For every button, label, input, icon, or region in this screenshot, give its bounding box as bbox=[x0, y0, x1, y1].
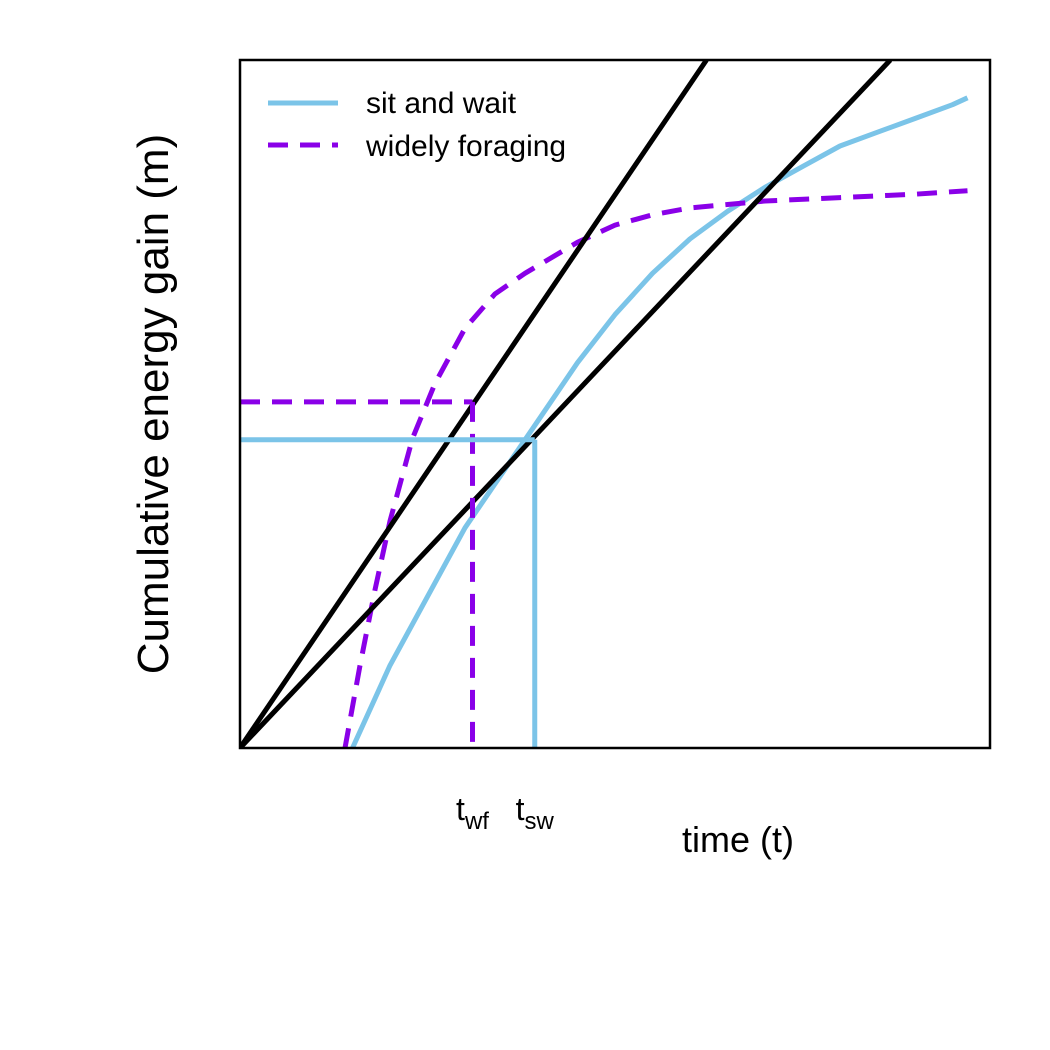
marker-labels: twf tsw bbox=[456, 791, 554, 835]
series-line-widely-foraging bbox=[342, 188, 968, 748]
plot-frame bbox=[238, 58, 992, 750]
series-line-sit-and-wait bbox=[350, 95, 969, 748]
x-axis-label: time (t) bbox=[682, 819, 794, 860]
marker-lines bbox=[240, 399, 538, 748]
tick-label-twf: twf bbox=[456, 791, 489, 835]
y-axis-label: Cumulative energy gain (m) bbox=[129, 134, 178, 674]
tick-label-tsw: tsw bbox=[516, 791, 555, 835]
legend-label-widely-foraging: widely foraging bbox=[365, 130, 566, 163]
legend-label-sit-and-wait: sit and wait bbox=[366, 87, 517, 120]
series-line-tangent-3 bbox=[240, 60, 893, 748]
legend: sit and wait widely foraging bbox=[268, 87, 566, 163]
